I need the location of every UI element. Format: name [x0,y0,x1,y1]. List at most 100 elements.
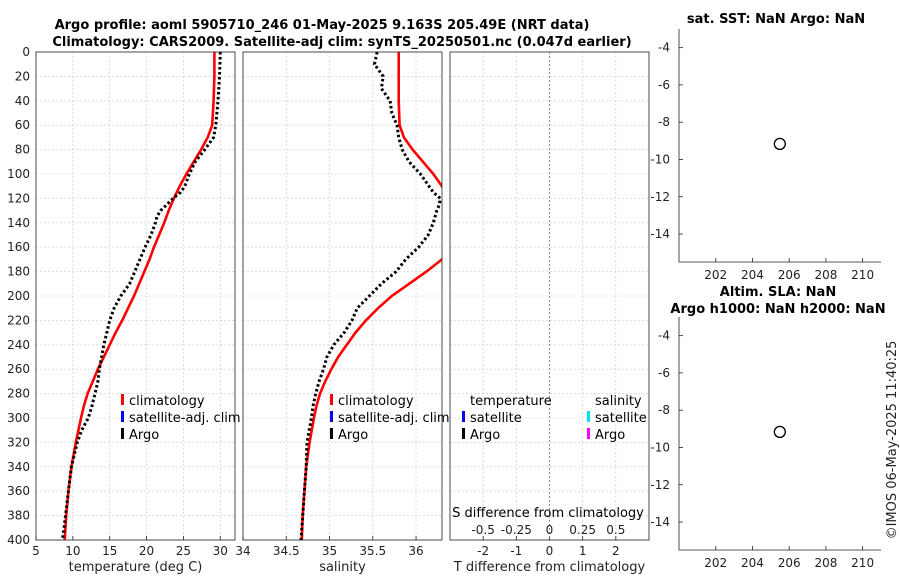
depth-tick-label: 260 [7,362,30,376]
difference-legend-swatch [462,411,465,422]
temperature-xtick-label: 30 [213,544,228,558]
difference-xtick-label: 2 [612,544,620,558]
depth-tick-label: 200 [7,289,30,303]
depth-tick-label: 280 [7,387,30,401]
sla_map-xtick-label: 204 [741,556,764,570]
sst_map-xtick-label: 202 [704,268,727,282]
temperature-xlabel: temperature (deg C) [69,560,203,575]
depth-tick-label: 140 [7,216,30,230]
sst_map-ytick-label: -10 [650,152,670,166]
difference-xlabel: T difference from climatology [453,560,646,575]
sst_map-ytick-label: -8 [658,115,670,129]
depth-tick-label: 40 [15,94,30,108]
temperature-xtick-label: 10 [65,544,80,558]
temperature-xtick-label: 25 [176,544,191,558]
depth-tick-label: 320 [7,435,30,449]
sst_map-xtick-label: 210 [851,268,874,282]
sla_map-ytick-label: -12 [650,478,670,492]
difference-xtick-label: 1 [579,544,587,558]
sla_map-ytick-label: -10 [650,440,670,454]
sla_map-ytick-label: -14 [650,515,670,529]
difference-legend-swatch [462,428,465,439]
temperature-legend-swatch [121,394,124,405]
difference-legend-label: satellite [470,411,522,426]
sla-map-title-line2: Argo h1000: NaN h2000: NaN [670,302,885,317]
depth-tick-label: 180 [7,265,30,279]
sla_map-xtick-label: 206 [778,556,801,570]
figure-title-line2: Climatology: CARS2009. Satellite-adj cli… [52,35,631,50]
sla-map-title-line1: Altim. SLA: NaN [720,285,836,300]
temperature-legend-swatch [121,411,124,422]
depth-tick-label: 340 [7,460,30,474]
depth-tick-label: 0 [22,45,30,59]
difference-secondary-tick: 0 [546,523,554,537]
sst-map-title: sat. SST: NaN Argo: NaN [687,12,865,27]
sst_map-xtick-label: 206 [778,268,801,282]
temperature-xtick-label: 5 [32,544,40,558]
depth-tick-label: 20 [15,69,30,83]
sst_map-ytick-label: -4 [658,41,670,55]
difference-legend-swatch [587,428,590,439]
temperature-frame [35,51,236,541]
salinity-xtick-label: 34.5 [273,544,300,558]
difference-legend-label: Argo [470,428,500,443]
salinity-xtick-label: 36 [408,544,423,558]
difference-secondary-tick: 0.25 [569,523,596,537]
sst_map-xtick-label: 204 [741,268,764,282]
difference-xtick-label: -1 [510,544,522,558]
salinity-legend-label: climatology [338,394,414,409]
depth-tick-label: 120 [7,191,30,205]
salinity-legend-swatch [330,394,333,405]
depth-tick-label: 400 [7,533,30,547]
temperature-legend-swatch [121,428,124,439]
difference-secondary-tick: 0.5 [606,523,625,537]
sst_map-ytick-label: -14 [650,227,670,241]
sla_map-xtick-label: 202 [704,556,727,570]
depth-tick-label: 300 [7,411,30,425]
timestamp-label: ©IMOS 06-May-2025 11:40:25 [885,341,900,540]
depth-tick-label: 100 [7,167,30,181]
salinity-xtick-label: 34 [235,544,250,558]
difference-secondary-label: S difference from climatology [452,506,644,521]
temperature-xtick-label: 15 [102,544,117,558]
salinity-legend-swatch [330,428,333,439]
difference-secondary-tick: -0.25 [501,523,532,537]
difference-legend-temperature-title: temperature [470,394,552,409]
sla_map-profile-location-marker [773,425,786,439]
sla_map-ytick-label: -4 [658,329,670,343]
salinity-xtick-label: 35 [322,544,337,558]
depth-tick-label: 240 [7,338,30,352]
difference-xtick-label: -2 [477,544,489,558]
salinity-frame [242,51,443,541]
difference-legend-label: satellite [595,411,647,426]
difference-secondary-tick: -0.5 [471,523,494,537]
sst_map-ytick-label: -12 [650,190,670,204]
sst_map-ytick-label: -6 [658,78,670,92]
depth-tick-label: 360 [7,484,30,498]
difference-legend-salinity-title: salinity [595,394,642,409]
temperature-series-climatology [63,52,216,540]
salinity-xlabel: salinity [319,560,366,575]
salinity-series-argo [299,52,442,540]
salinity-legend-swatch [330,411,333,422]
temperature-xtick-label: 20 [139,544,154,558]
temperature-legend-label: climatology [129,394,205,409]
sst_map-xtick-label: 208 [814,268,837,282]
depth-tick-label: 380 [7,509,30,523]
sla_map-ytick-label: -8 [658,403,670,417]
depth-tick-label: 220 [7,313,30,327]
sla_map-xtick-label: 208 [814,556,837,570]
temperature-legend-label: Argo [129,428,159,443]
sla_map-ytick-label: -6 [658,366,670,380]
depth-tick-label: 160 [7,240,30,254]
depth-tick-label: 80 [15,143,30,157]
salinity-legend-label: Argo [338,428,368,443]
salinity-legend-label: satellite-adj. clim [338,411,450,426]
sst_map-profile-location-marker [773,137,786,151]
figure-title-line1: Argo profile: aoml 5905710_246 01-May-20… [55,18,590,33]
difference-legend-label: Argo [595,428,625,443]
depth-tick-label: 60 [15,118,30,132]
salinity-series-climatology [300,52,442,540]
difference-xtick-label: 0 [546,544,554,558]
